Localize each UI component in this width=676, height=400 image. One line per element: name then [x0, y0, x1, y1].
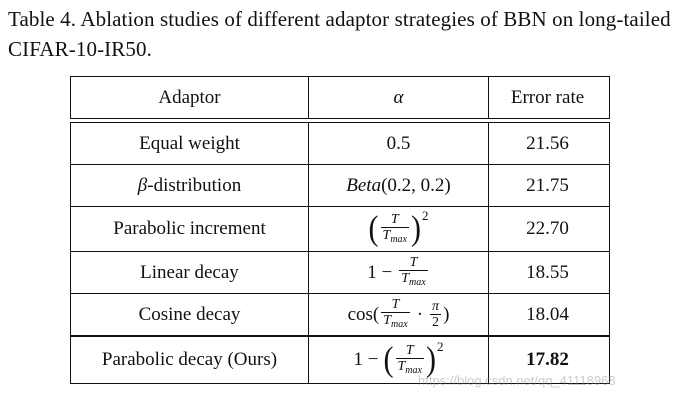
adaptor-cell: Parabolic increment: [71, 207, 309, 251]
table-body: Equal weight 0.5 21.56 β -distribution Be…: [70, 122, 610, 336]
adaptor-cell: Equal weight: [71, 123, 309, 164]
watermark: https://blog.csdn.net/qq_41118968: [418, 373, 616, 388]
beta-args: (0.2, 0.2): [381, 174, 451, 196]
table-row: Parabolic decay (Ours) 1 − ( T Tmax ) 2 17…: [71, 336, 609, 384]
header-error-rate: Error rate: [510, 86, 585, 108]
formula-parabolic-increment: ( T Tmax ) 2: [368, 207, 429, 248]
adaptor-cell: Linear decay: [71, 252, 309, 293]
alpha-cell: 1 − ( T Tmax ) 2: [309, 337, 489, 383]
alpha-cell: Beta (0.2, 0.2): [309, 165, 489, 206]
beta-func: Beta: [346, 174, 382, 196]
header-row: Adaptor α Error rate: [71, 76, 609, 119]
table-row: Linear decay 1 − T Tmax 18.55: [71, 252, 609, 294]
formula-linear-decay: 1 − T Tmax: [367, 255, 428, 288]
adaptor-label: -distribution: [147, 174, 242, 196]
error-cell: 21.75: [526, 174, 569, 196]
table-row: β -distribution Beta (0.2, 0.2) 21.75: [71, 165, 609, 207]
header-adaptor: Adaptor: [71, 77, 309, 118]
error-cell: 21.56: [526, 132, 569, 154]
beta-symbol: β: [137, 174, 148, 196]
alpha-cell: 0.5: [309, 123, 489, 164]
table-ours: Parabolic decay (Ours) 1 − ( T Tmax ) 2 17…: [70, 336, 610, 384]
error-cell: 18.55: [526, 261, 569, 283]
adaptor-cell: Cosine decay: [71, 294, 309, 335]
error-cell: 18.04: [526, 303, 569, 325]
alpha-cell: 1 − T Tmax: [309, 252, 489, 293]
header-alpha: α: [309, 77, 489, 118]
error-cell-best: 17.82: [526, 349, 569, 370]
alpha-cell: ( T Tmax ) 2: [309, 207, 489, 251]
table-caption: Table 4. Ablation studies of different a…: [8, 7, 671, 61]
formula-parabolic-decay: 1 − ( T Tmax ) 2: [353, 338, 444, 379]
adaptor-cell: Parabolic decay (Ours): [71, 337, 309, 383]
error-cell: 22.70: [526, 218, 569, 239]
table-row: Equal weight 0.5 21.56: [71, 122, 609, 165]
adaptor-cell: β -distribution: [71, 165, 309, 206]
table-header: Adaptor α Error rate: [70, 76, 610, 119]
table-row: Parabolic increment ( T Tmax ) 2 22.70: [71, 207, 609, 252]
